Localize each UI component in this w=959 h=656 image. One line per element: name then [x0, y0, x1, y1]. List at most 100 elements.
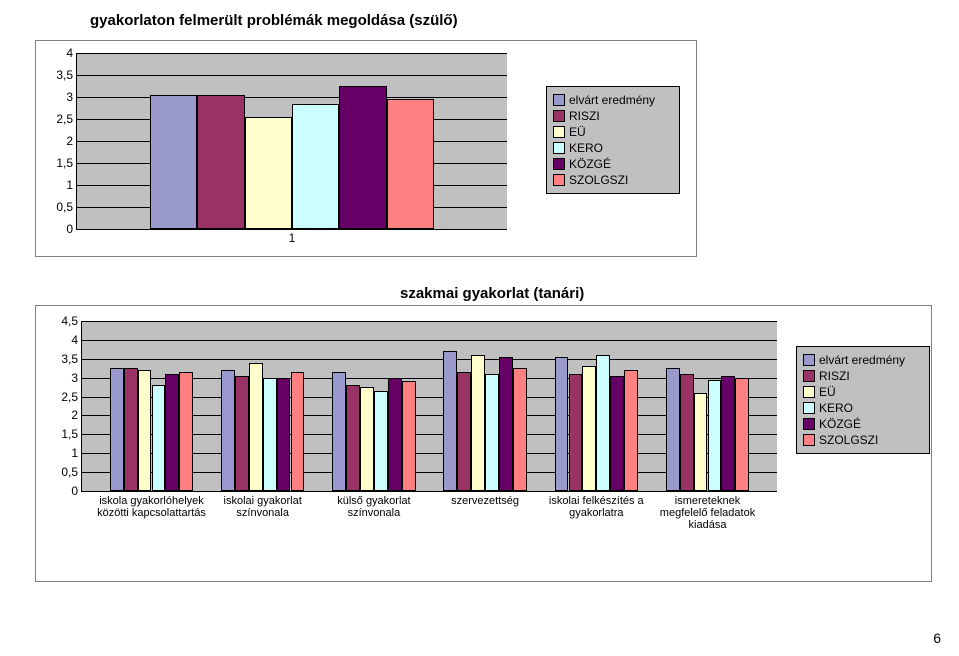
legend-item-szolgszi: SZOLGSZI	[803, 433, 923, 447]
gridline	[82, 321, 777, 322]
ytick-label: 3,5	[56, 68, 77, 82]
legend-swatch-kozge	[803, 418, 815, 430]
ytick-label: 4	[71, 333, 82, 347]
bar-kero	[485, 374, 499, 491]
chart1-container: 00,511,522,533,541 elvárt eredményRISZIE…	[35, 40, 697, 257]
bar-szolgszi	[735, 378, 749, 491]
chart2-plot: 00,511,522,533,544,5iskola gyakorlóhelye…	[81, 321, 777, 492]
legend-swatch-eu	[803, 386, 815, 398]
bar-elvart	[332, 372, 346, 491]
bar-kero	[263, 378, 277, 491]
gridline	[77, 53, 507, 54]
bar-szolgszi	[387, 99, 434, 229]
bar-elvart	[555, 357, 569, 491]
ytick-label: 3	[66, 90, 77, 104]
bar-kozge	[277, 378, 291, 491]
bar-kero	[292, 104, 339, 229]
category-label: iskolai felkészítés a gyakorlatra	[541, 491, 652, 519]
bar-elvart	[110, 368, 124, 491]
bar-kozge	[721, 376, 735, 491]
gridline	[82, 359, 777, 360]
legend-label-elvart: elvárt eredmény	[569, 93, 655, 107]
category-label: külső gyakorlat színvonala	[318, 491, 429, 519]
legend-label-szolgszi: SZOLGSZI	[569, 173, 628, 187]
bar-kozge	[339, 86, 386, 229]
legend-item-szolgszi: SZOLGSZI	[553, 173, 673, 187]
legend-item-elvart: elvárt eredmény	[803, 353, 923, 367]
bar-elvart	[666, 368, 680, 491]
legend-label-kozge: KÖZGÉ	[569, 157, 611, 171]
bar-eu	[249, 363, 263, 491]
legend-item-kero: KERO	[553, 141, 673, 155]
legend-swatch-kozge	[553, 158, 565, 170]
ytick-label: 1,5	[56, 156, 77, 170]
bar-szolgszi	[402, 381, 416, 491]
bar-kozge	[610, 376, 624, 491]
ytick-label: 2,5	[56, 112, 77, 126]
ytick-label: 0,5	[56, 200, 77, 214]
bar-riszi	[569, 374, 583, 491]
legend-label-eu: EÜ	[569, 125, 586, 139]
bar-eu	[138, 370, 152, 491]
x-axis-label: 1	[289, 229, 296, 245]
bar-szolgszi	[291, 372, 305, 491]
bar-eu	[582, 366, 596, 491]
legend-swatch-elvart	[803, 354, 815, 366]
ytick-label: 2	[71, 408, 82, 422]
bar-riszi	[197, 95, 244, 229]
legend-item-kero: KERO	[803, 401, 923, 415]
category-label: ismereteknek megfelelő feladatok kiadása	[652, 491, 763, 531]
legend-swatch-szolgszi	[553, 174, 565, 186]
ytick-label: 1	[66, 178, 77, 192]
legend-item-elvart: elvárt eredmény	[553, 93, 673, 107]
bar-eu	[360, 387, 374, 491]
legend-label-eu: EÜ	[819, 385, 836, 399]
legend-label-riszi: RISZI	[569, 109, 600, 123]
legend-swatch-eu	[553, 126, 565, 138]
bar-eu	[245, 117, 292, 229]
bar-kero	[374, 391, 388, 491]
bar-riszi	[680, 374, 694, 491]
chart1-title: gyakorlaton felmerült problémák megoldás…	[90, 12, 458, 29]
bar-riszi	[124, 368, 138, 491]
bar-elvart	[221, 370, 235, 491]
bar-eu	[694, 393, 708, 491]
ytick-label: 0	[66, 222, 77, 236]
bar-eu	[471, 355, 485, 491]
legend-swatch-kero	[803, 402, 815, 414]
chart1-plot: 00,511,522,533,541	[76, 53, 507, 230]
chart2-title: szakmai gyakorlat (tanári)	[400, 285, 584, 302]
bar-elvart	[443, 351, 457, 491]
legend-item-eu: EÜ	[803, 385, 923, 399]
legend-swatch-kero	[553, 142, 565, 154]
gridline	[77, 75, 507, 76]
bar-kozge	[499, 357, 513, 491]
chart2-legend: elvárt eredmény RISZI EÜ KERO KÖZGÉ SZOLGSZI	[796, 346, 930, 454]
legend-label-kero: KERO	[569, 141, 603, 155]
legend-label-szolgszi: SZOLGSZI	[819, 433, 878, 447]
bar-kero	[708, 380, 722, 491]
legend-label-kozge: KÖZGÉ	[819, 417, 861, 431]
ytick-label: 1,5	[61, 427, 82, 441]
legend-swatch-elvart	[553, 94, 565, 106]
legend-item-eu: EÜ	[553, 125, 673, 139]
gridline	[77, 97, 507, 98]
chart1-legend: elvárt eredmény RISZI EÜ KERO KÖZGÉ SZOLGSZI	[546, 86, 680, 194]
ytick-label: 4,5	[61, 314, 82, 328]
ytick-label: 2	[66, 134, 77, 148]
bar-szolgszi	[179, 372, 193, 491]
legend-item-riszi: RISZI	[803, 369, 923, 383]
ytick-label: 2,5	[61, 390, 82, 404]
legend-swatch-riszi	[553, 110, 565, 122]
ytick-label: 3	[71, 371, 82, 385]
legend-label-riszi: RISZI	[819, 369, 850, 383]
bar-kero	[152, 385, 166, 491]
ytick-label: 3,5	[61, 352, 82, 366]
bar-riszi	[457, 372, 471, 491]
legend-item-riszi: RISZI	[553, 109, 673, 123]
ytick-label: 4	[66, 46, 77, 60]
bar-szolgszi	[513, 368, 527, 491]
legend-item-kozge: KÖZGÉ	[553, 157, 673, 171]
legend-label-kero: KERO	[819, 401, 853, 415]
bar-kozge	[388, 378, 402, 491]
